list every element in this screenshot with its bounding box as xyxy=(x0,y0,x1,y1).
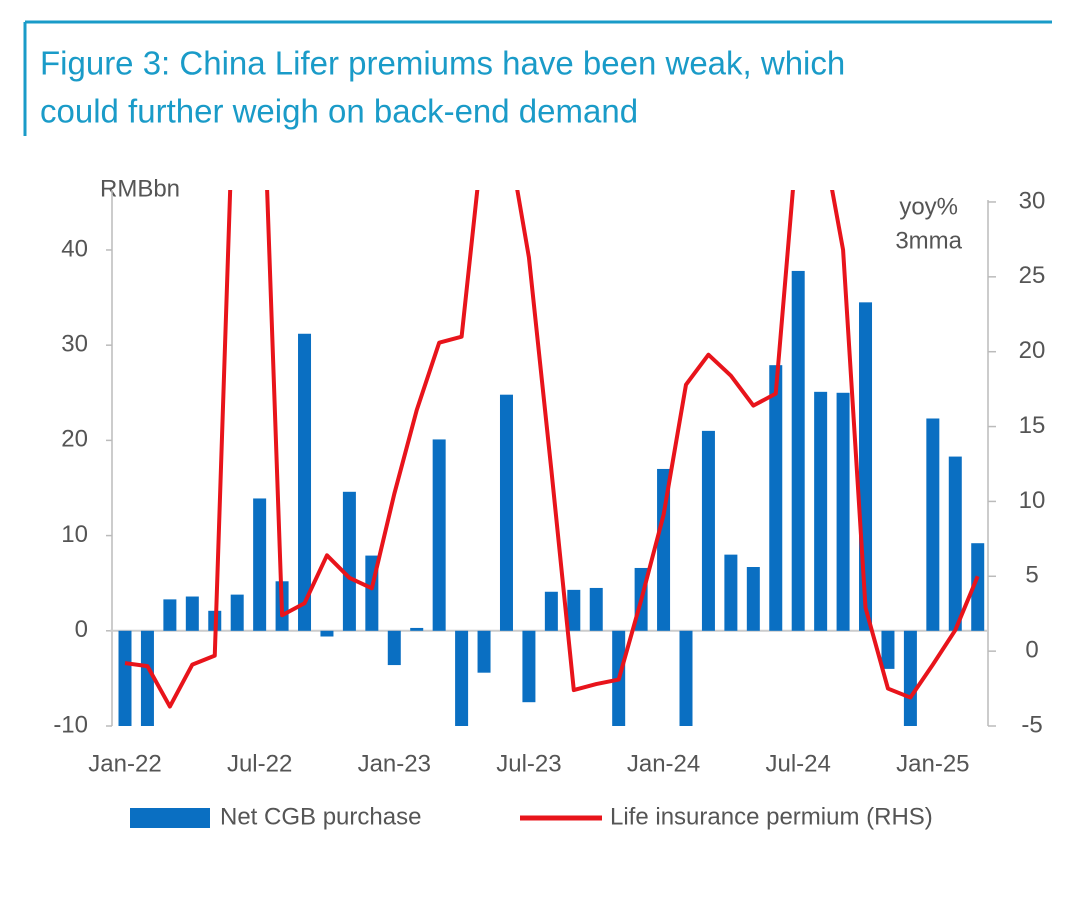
x-tick-label: Jan-23 xyxy=(358,750,431,777)
bar xyxy=(724,554,738,631)
y-tick-label: 30 xyxy=(61,331,88,358)
y-tick-label: 0 xyxy=(75,616,88,643)
x-tick-label: Jul-23 xyxy=(496,750,561,777)
bar xyxy=(298,333,312,631)
plot-area xyxy=(118,190,985,726)
bar xyxy=(836,392,850,631)
bar xyxy=(477,630,491,673)
x-tick-label: Jan-24 xyxy=(627,750,700,777)
bar xyxy=(342,491,356,631)
bar xyxy=(163,599,177,631)
y2-tick-label: 20 xyxy=(1019,337,1046,364)
bar xyxy=(253,498,267,631)
bar xyxy=(522,630,536,703)
y2-tick-label: 25 xyxy=(1019,262,1046,289)
bar xyxy=(118,630,132,726)
bar xyxy=(544,591,558,631)
bar xyxy=(140,630,154,726)
bar xyxy=(903,630,917,726)
bar xyxy=(589,587,603,631)
y-axis-label: RMBbn xyxy=(100,175,180,202)
bar xyxy=(230,594,244,631)
y-tick-label: 40 xyxy=(61,235,88,262)
y2-tick-label: 0 xyxy=(1025,636,1038,663)
y2-axis-label: 3mma xyxy=(895,227,962,254)
y-tick-label: 20 xyxy=(61,426,88,453)
legend-swatch xyxy=(130,808,210,828)
y2-tick-label: 5 xyxy=(1025,562,1038,589)
x-tick-label: Jan-22 xyxy=(88,750,161,777)
bar xyxy=(657,468,671,631)
x-tick-label: Jul-24 xyxy=(766,750,831,777)
y2-tick-label: -5 xyxy=(1021,711,1042,738)
chart-title: could further weigh on back-end demand xyxy=(40,93,638,130)
line xyxy=(124,190,980,709)
bar xyxy=(881,630,895,669)
y2-tick-label: 15 xyxy=(1019,412,1046,439)
bar xyxy=(567,589,581,631)
bar xyxy=(926,418,940,631)
bar xyxy=(387,630,401,666)
bar xyxy=(814,391,828,631)
chart-title: Figure 3: China Lifer premiums have been… xyxy=(40,45,845,82)
x-tick-label: Jul-22 xyxy=(227,750,292,777)
bar xyxy=(185,596,199,631)
x-tick-label: Jan-25 xyxy=(896,750,969,777)
legend-label: Life insurance permium (RHS) xyxy=(610,803,933,830)
y2-tick-label: 30 xyxy=(1019,187,1046,214)
y-tick-label: 10 xyxy=(61,521,88,548)
bar xyxy=(701,430,715,631)
y2-axis-label: yoy% xyxy=(899,193,958,220)
bar xyxy=(432,439,446,631)
bar xyxy=(679,630,693,726)
bar xyxy=(320,630,334,637)
y2-tick-label: 10 xyxy=(1019,487,1046,514)
bar xyxy=(499,394,513,631)
bar xyxy=(971,543,985,631)
bar xyxy=(948,456,962,631)
legend-label: Net CGB purchase xyxy=(220,803,421,830)
bar xyxy=(769,365,783,631)
bar xyxy=(410,627,424,631)
y-tick-label: -10 xyxy=(53,711,88,738)
bar xyxy=(746,567,760,631)
bar xyxy=(791,270,805,631)
bar xyxy=(455,630,469,726)
